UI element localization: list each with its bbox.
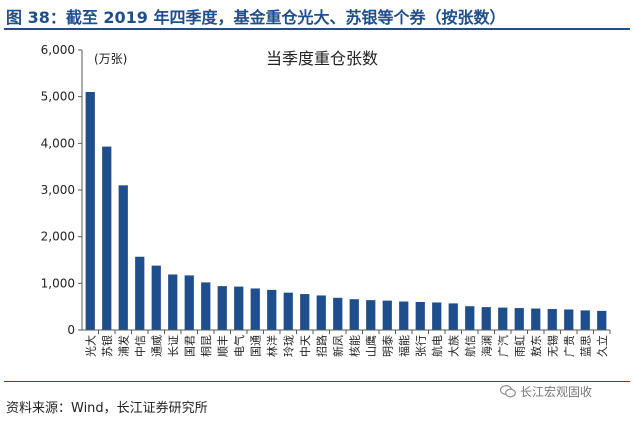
x-tick-label: 通威 (150, 335, 163, 357)
unit-label: (万张) (94, 52, 127, 66)
y-axis: 0 1,000 2,000 3,000 4,000 5,000 6,000 (41, 43, 83, 337)
x-tick-label: 国通 (249, 335, 262, 357)
bar (399, 301, 409, 330)
x-tick-label: 久立 (595, 335, 609, 357)
bar (498, 307, 508, 330)
x-tick-label: 蓝思 (579, 335, 592, 357)
x-tick-label: 敖东 (530, 335, 543, 357)
x-axis: 光大 苏银 浦发 中信 通威 长证 国君 桐昆 顺丰 电气 国通 林洋 玲珑 中天 招路 新凤 核能 山鹰 明泰 福能… (82, 329, 611, 357)
watermark: 长江宏观固收 (499, 383, 593, 400)
y-tick-label: 1,000 (41, 276, 75, 290)
bar (151, 265, 161, 330)
x-tick-label: 广贵 (563, 335, 576, 357)
bar (564, 309, 574, 330)
bar (415, 302, 425, 330)
bar (102, 146, 112, 330)
x-tick-label: 海澜 (479, 335, 493, 357)
bar (580, 310, 590, 330)
chart-title: 当季度重仓张数 (266, 49, 378, 68)
bar (267, 289, 277, 330)
footer-rule (4, 381, 630, 382)
bar (217, 286, 227, 330)
bar (547, 309, 557, 330)
x-tick-label: 福能 (397, 335, 411, 357)
x-tick-label: 山鹰 (364, 335, 378, 357)
bar (481, 307, 491, 330)
bar (168, 274, 178, 330)
bar (382, 300, 392, 330)
y-tick-label: 6,000 (41, 43, 75, 57)
y-tick-label: 2,000 (41, 230, 75, 244)
bar (448, 303, 458, 330)
y-tick-label: 5,000 (41, 90, 75, 104)
x-tick-label: 林洋 (265, 335, 279, 357)
source-note: 资料来源：Wind，长江证券研究所 (6, 401, 208, 416)
x-tick-label: 新凤 (331, 335, 345, 357)
bar (531, 308, 541, 330)
x-tick-label: 中天 (299, 335, 312, 357)
x-tick-label: 玲珑 (282, 335, 295, 357)
bar (597, 310, 607, 330)
x-tick-label: 光大 (83, 335, 97, 357)
title-rule (4, 28, 630, 30)
x-tick-label: 张行 (414, 335, 427, 357)
bar (135, 256, 145, 330)
bar (184, 275, 194, 330)
bar (514, 308, 524, 330)
bar (234, 286, 244, 330)
bar (349, 299, 359, 330)
x-tick-label: 苏银 (100, 335, 114, 357)
x-tick-label: 雨虹 (513, 335, 526, 357)
x-tick-label: 明泰 (380, 335, 394, 357)
x-tick-label: 广汽 (496, 335, 510, 357)
y-tick-label: 3,000 (41, 183, 75, 197)
x-tick-label: 电气 (232, 335, 246, 357)
x-tick-label: 国君 (183, 335, 196, 357)
x-tick-label: 无锡 (545, 335, 559, 357)
x-tick-label: 航电 (430, 335, 444, 357)
y-tick-label: 4,000 (41, 136, 75, 150)
x-tick-label: 中信 (134, 335, 147, 357)
bar (432, 302, 442, 330)
x-tick-label: 浦发 (116, 335, 130, 357)
watermark-text: 长江宏观固收 (520, 385, 593, 399)
bar (201, 282, 211, 330)
bars (85, 92, 607, 330)
x-tick-label: 核能 (347, 335, 361, 357)
y-tick-label: 0 (67, 323, 75, 337)
bar (250, 288, 260, 330)
figure-title: 图 38：截至 2019 年四季度，基金重仓光大、苏银等个券（按张数） (6, 8, 506, 27)
bar (465, 306, 475, 330)
wechat-icon (499, 385, 516, 398)
x-tick-label: 大族 (446, 335, 460, 357)
bar (283, 292, 293, 330)
x-tick-label: 招路 (314, 335, 328, 357)
bar (118, 185, 128, 330)
bar (333, 297, 343, 330)
bar (85, 92, 95, 330)
bar (316, 295, 326, 330)
x-tick-label: 长证 (167, 335, 180, 357)
bar (300, 294, 310, 330)
x-tick-label: 顺丰 (216, 335, 229, 357)
bar (366, 300, 376, 330)
x-tick-label: 桐昆 (199, 335, 213, 357)
bar-chart: 0 1,000 2,000 3,000 4,000 5,000 6,000 光大 苏银 浦发 中信… (41, 43, 611, 357)
x-tick-label: 航信 (463, 335, 477, 357)
